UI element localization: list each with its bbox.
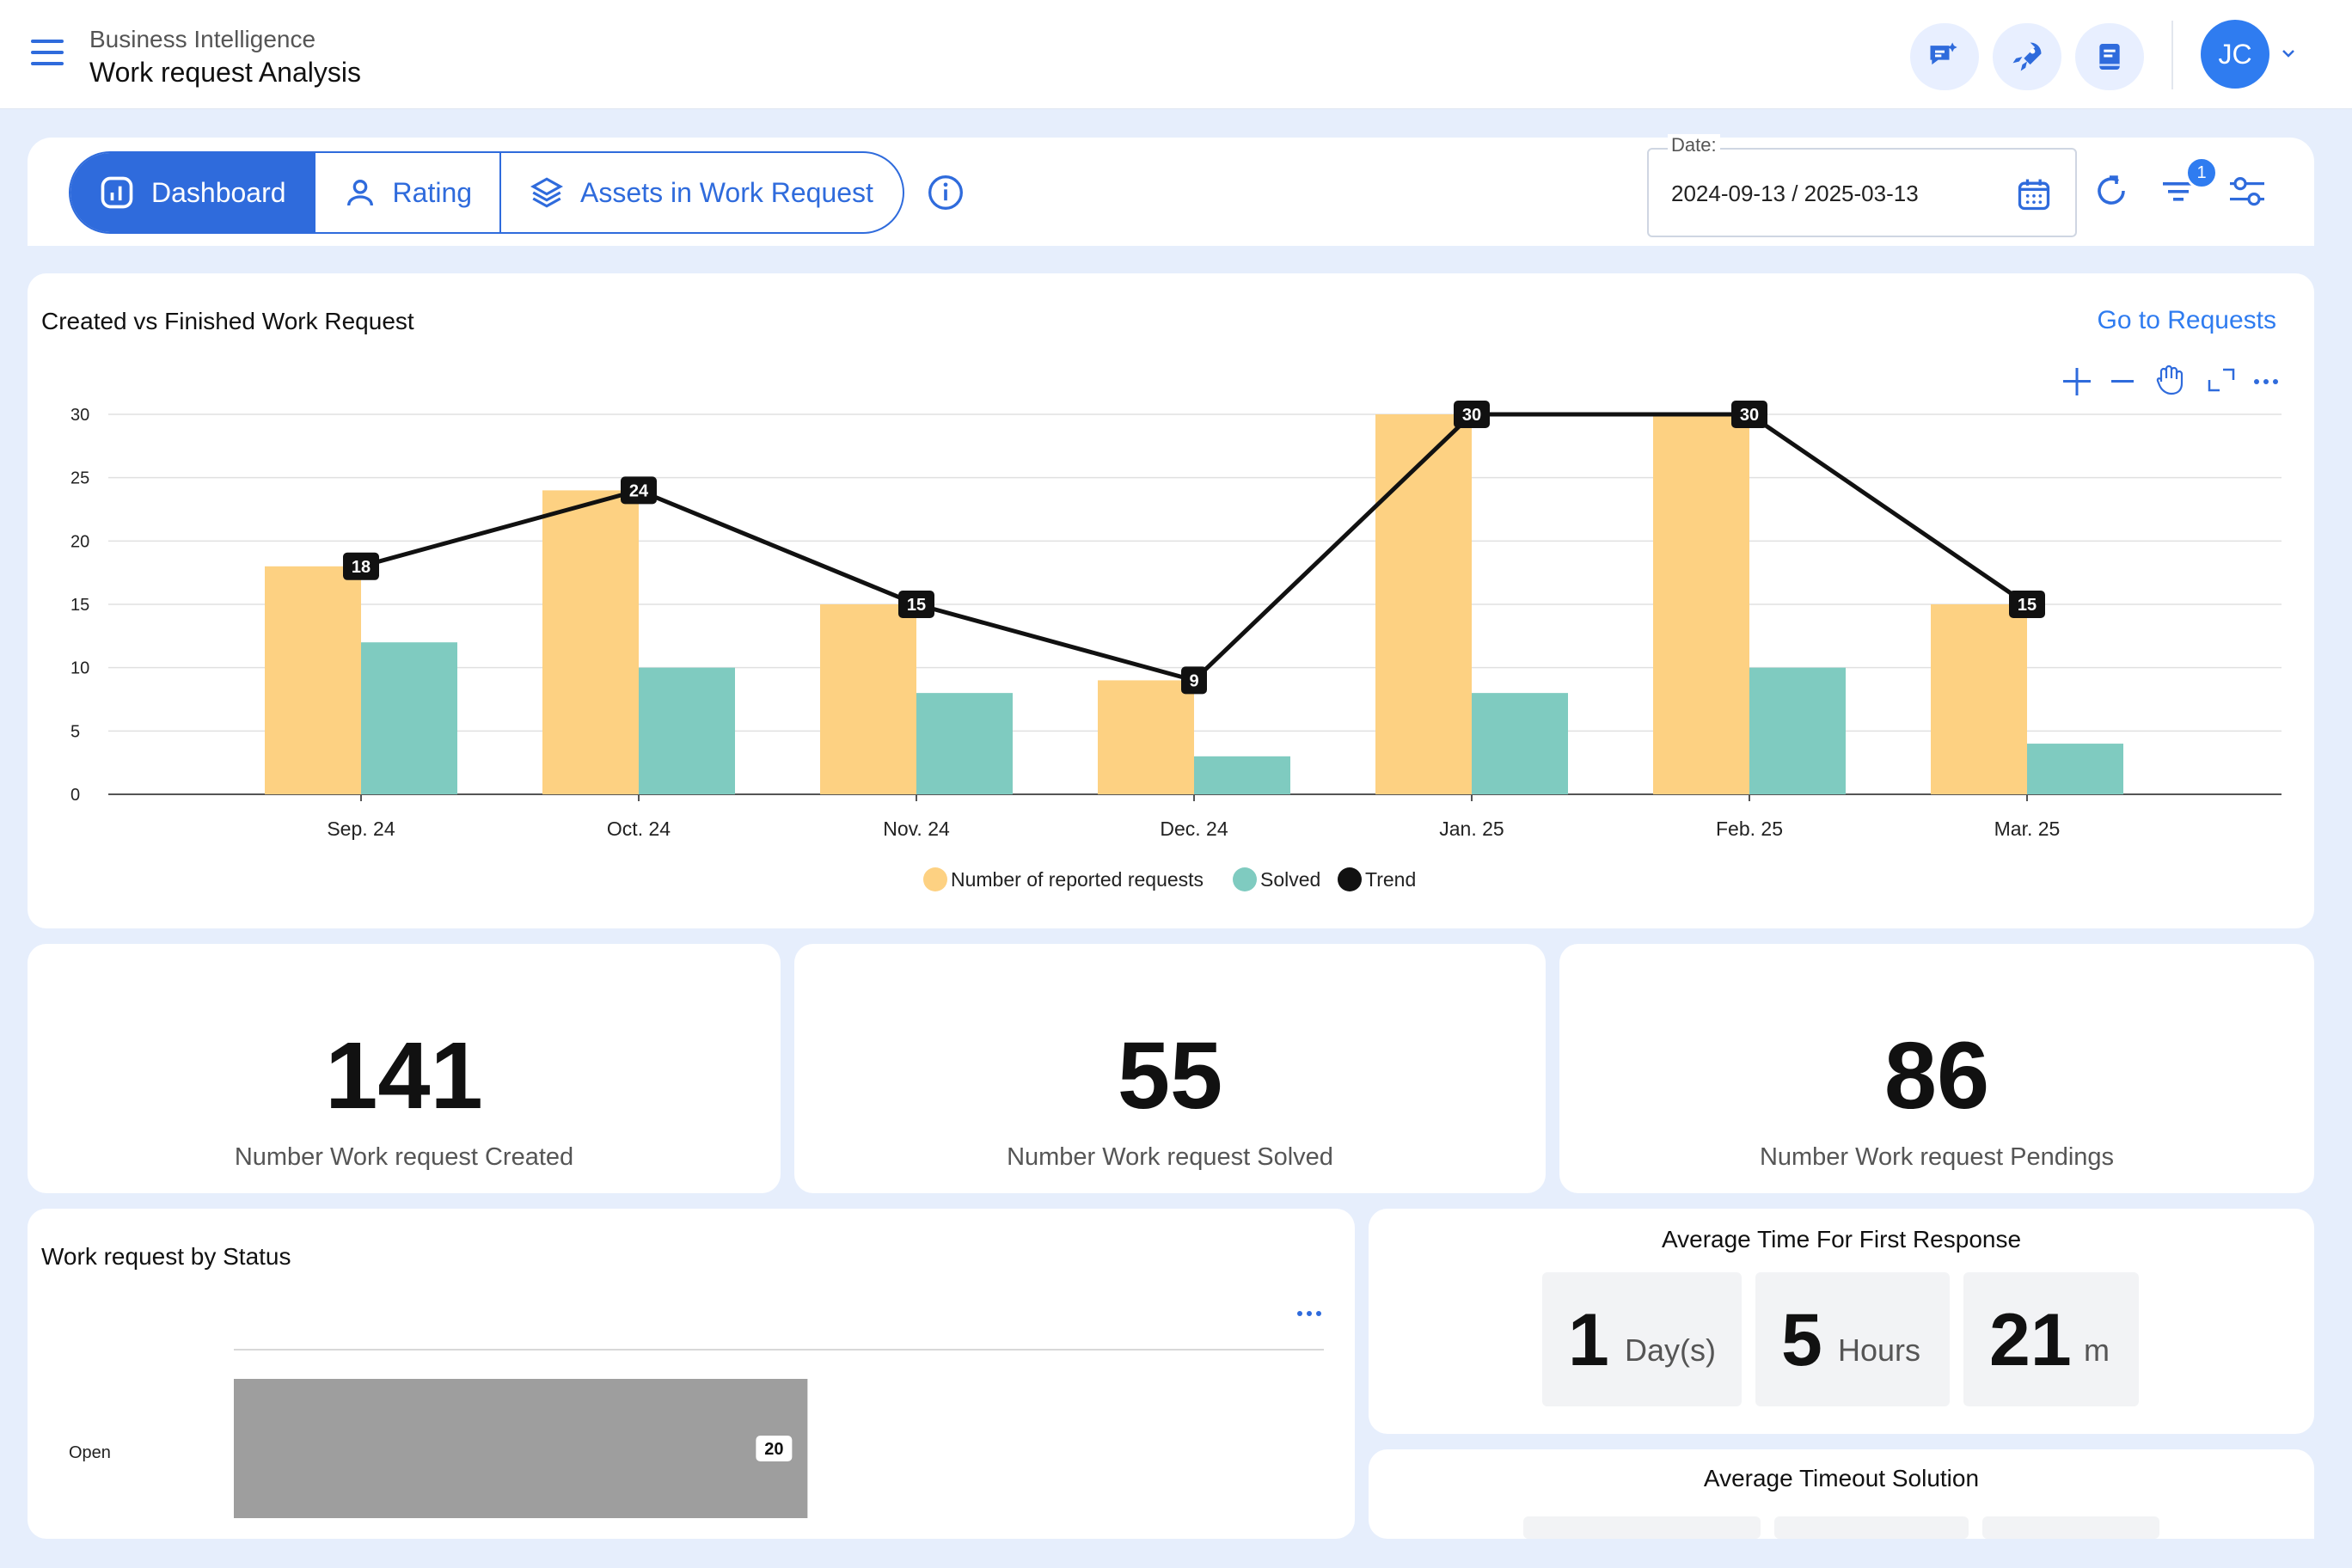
status-chart-title: Work request by Status — [41, 1243, 291, 1270]
date-range-value: 2024-09-13 / 2025-03-13 — [1671, 181, 1919, 206]
days-unit: Day(s) — [1625, 1332, 1716, 1368]
chat-sparkle-icon — [1930, 42, 1957, 65]
launch-button[interactable] — [1993, 23, 2061, 90]
minutes-value: 21 — [1989, 1299, 2072, 1381]
timeout-box-2 — [1774, 1516, 1969, 1539]
created-vs-finished-card: Created vs Finished Work Request Go to R… — [28, 273, 2314, 928]
first-response-card: Average Time For First Response 1 Day(s)… — [1369, 1209, 2314, 1434]
kpi-pendings-card: 86 Number Work request Pendings — [1559, 944, 2314, 1193]
kpi-pendings-value: 86 — [1883, 1023, 1990, 1129]
docs-button[interactable] — [2075, 23, 2144, 90]
filter-count-badge: 1 — [2185, 156, 2218, 189]
minutes-unit: m — [2084, 1332, 2110, 1368]
tab-rating[interactable]: Rating — [315, 153, 502, 232]
timeout-solution-title: Average Timeout Solution — [1703, 1465, 1980, 1491]
chart-icon — [101, 176, 133, 209]
hours-value: 5 — [1781, 1299, 1822, 1381]
book-icon — [2099, 44, 2120, 70]
plus-icon[interactable] — [2063, 368, 2091, 395]
avatar[interactable]: JC — [2201, 20, 2269, 89]
date-range-label: Date: — [1668, 134, 1720, 156]
timeout-solution-card: Average Timeout Solution — [1369, 1449, 2314, 1539]
date-range-field[interactable]: 2024-09-13 / 2025-03-13 — [1647, 148, 2077, 237]
status-chart-card: Work request by Status — [28, 1209, 1355, 1539]
header-divider — [2171, 21, 2173, 89]
tab-rating-label: Rating — [392, 176, 473, 208]
kpi-solved-card: 55 Number Work request Solved — [794, 944, 1546, 1193]
minus-icon[interactable] — [2111, 380, 2134, 383]
kpi-created-card: 141 Number Work request Created — [28, 944, 781, 1193]
hand-icon[interactable] — [2156, 364, 2184, 395]
settings-sliders-icon[interactable] — [2226, 170, 2268, 211]
rocket-icon — [2012, 42, 2042, 71]
user-icon — [346, 180, 373, 206]
menu-icon[interactable] — [31, 40, 64, 65]
layers-icon — [530, 177, 564, 208]
kpi-solved-label: Number Work request Solved — [1007, 1143, 1333, 1171]
more-icon[interactable] — [1296, 1310, 1322, 1317]
app-header: Business Intelligence Work request Analy… — [0, 0, 2352, 109]
chevron-down-icon[interactable] — [2278, 43, 2299, 64]
first-response-minutes: 21 m — [1963, 1272, 2139, 1406]
info-icon[interactable] — [927, 174, 965, 211]
kpi-created-value: 141 — [325, 1023, 483, 1129]
ai-chat-button[interactable] — [1910, 23, 1979, 90]
timeout-box-1 — [1523, 1516, 1761, 1539]
first-response-days: 1 Day(s) — [1542, 1272, 1742, 1406]
timeout-box-3 — [1982, 1516, 2159, 1539]
kpi-pendings-label: Number Work request Pendings — [1759, 1143, 2115, 1171]
calendar-icon[interactable] — [2015, 175, 2053, 213]
main-chart-title: Created vs Finished Work Request — [41, 308, 414, 334]
page-title: Work request Analysis — [89, 57, 361, 88]
first-response-title: Average Time For First Response — [1661, 1226, 2022, 1253]
tab-assets-label: Assets in Work Request — [580, 176, 873, 208]
first-response-hours: 5 Hours — [1755, 1272, 1950, 1406]
expand-icon[interactable] — [2208, 368, 2235, 392]
kpi-created-label: Number Work request Created — [234, 1143, 574, 1171]
filter-icon[interactable] — [2158, 170, 2199, 211]
days-value: 1 — [1568, 1299, 1609, 1381]
breadcrumb-section: Business Intelligence — [89, 26, 316, 52]
kpi-solved-value: 55 — [1117, 1023, 1223, 1129]
more-icon[interactable] — [2254, 379, 2278, 384]
view-tabs: Dashboard Rating Assets in Work Request — [69, 151, 904, 234]
go-to-requests-link[interactable]: Go to Requests — [2097, 306, 2276, 334]
refresh-icon[interactable] — [2091, 170, 2132, 211]
tab-dashboard[interactable]: Dashboard — [70, 153, 315, 232]
tab-dashboard-label: Dashboard — [151, 176, 286, 208]
tab-assets[interactable]: Assets in Work Request — [501, 153, 903, 232]
hours-unit: Hours — [1838, 1332, 1921, 1368]
